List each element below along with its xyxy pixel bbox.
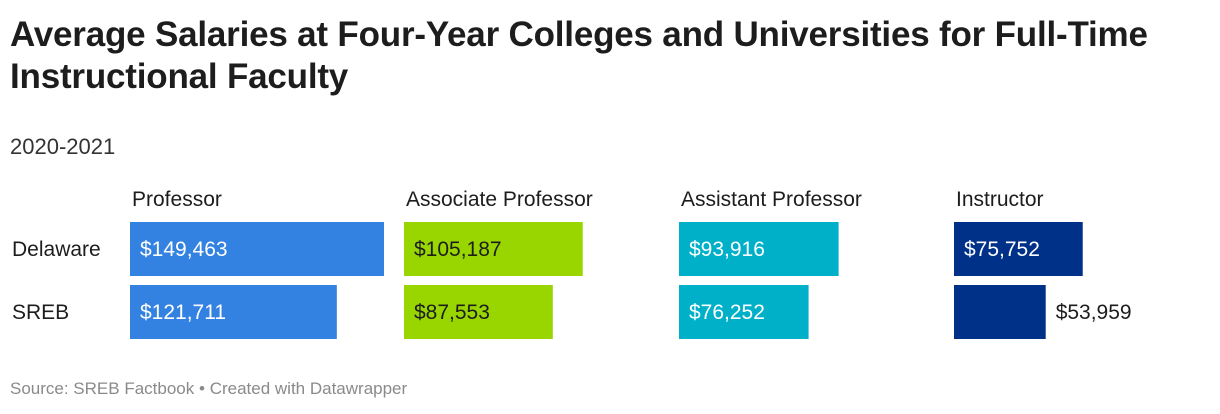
bar-professor-sreb [130,285,337,339]
bar-associate-professor-sreb [404,285,553,339]
value-label-professor-sreb: $121,711 [140,301,226,324]
row-label-delaware: Delaware [12,238,101,261]
value-label-assistant-professor-sreb: $76,252 [689,301,765,324]
value-label-associate-professor-delaware: $105,187 [414,238,502,261]
bar-assistant-professor-sreb [679,285,809,339]
column-header-instructor: Instructor [956,188,1044,211]
bar-instructor-delaware [954,222,1083,276]
bar-instructor-sreb [954,285,1046,339]
value-label-professor-delaware: $149,463 [140,238,228,261]
bar-assistant-professor-delaware [679,222,839,276]
column-header-professor: Professor [132,188,222,211]
value-label-instructor-delaware: $75,752 [964,238,1040,261]
value-label-instructor-sreb: $53,959 [1056,301,1132,324]
column-header-associate-professor: Associate Professor [406,188,593,211]
chart-footer: Source: SREB Factbook • Created with Dat… [10,378,407,400]
value-label-assistant-professor-delaware: $93,916 [689,238,765,261]
footer-separator: • [199,379,205,398]
row-label-sreb: SREB [12,301,69,324]
credit-note: Created with Datawrapper [209,379,408,398]
bar-associate-professor-delaware [404,222,583,276]
value-label-associate-professor-sreb: $87,553 [414,301,490,324]
chart-title: Average Salaries at Four-Year Colleges a… [10,15,1148,96]
column-header-assistant-professor: Assistant Professor [681,188,862,211]
source-note: Source: SREB Factbook [10,379,195,398]
bar-professor-delaware [130,222,384,276]
salary-bar-chart: Delaware SREB Professor $149,463 $121,711 Ass… [12,188,1132,339]
chart-subtitle: 2020-2021 [10,134,116,159]
